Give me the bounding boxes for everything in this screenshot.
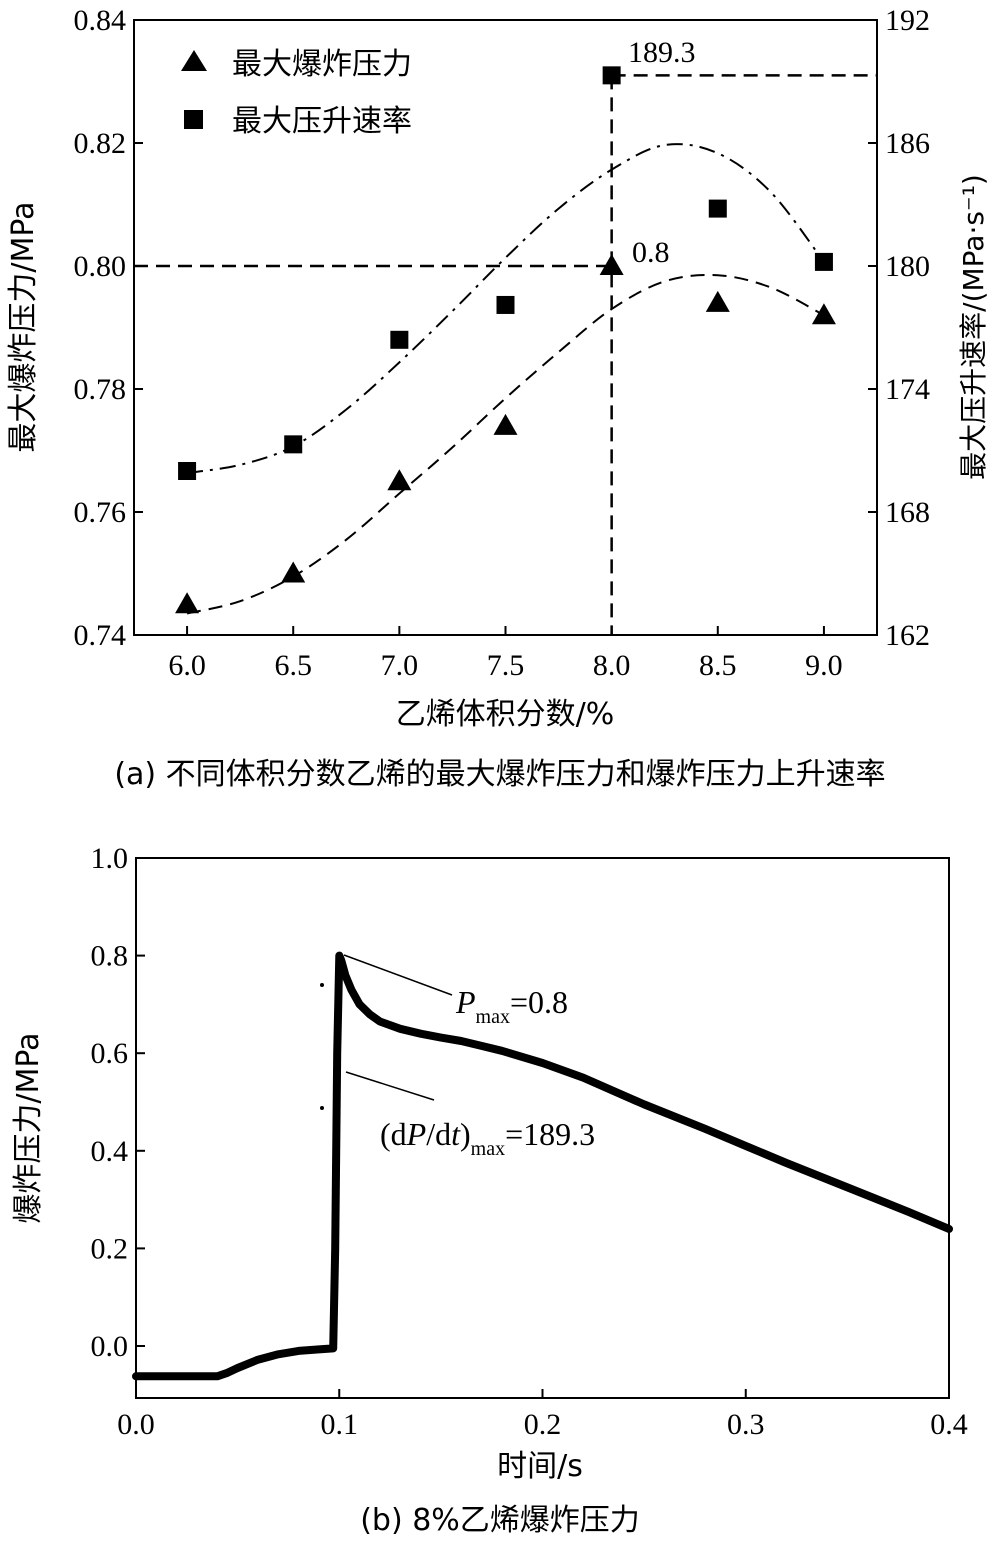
y-left-tick-label: 0.76 (74, 496, 127, 529)
x-tick-label: 8.0 (593, 649, 631, 682)
rate-point (178, 462, 197, 480)
pressure-point (599, 254, 624, 275)
chart-a-fit-curves (186, 143, 825, 615)
x-tick-label: 8.5 (699, 649, 737, 682)
y-tick-label: 0.4 (91, 1135, 129, 1168)
chart-a-caption: (a) 不同体积分数乙烯的最大爆炸压力和爆炸压力上升速率 (114, 757, 885, 792)
chart-b-caption: (b) 8%乙烯爆炸压力 (360, 1503, 640, 1538)
x-tick-label: 7.0 (381, 649, 419, 682)
rate-point (814, 252, 833, 271)
x-tick-label: 9.0 (805, 649, 843, 682)
x-tick-label: 6.0 (168, 649, 206, 682)
chart-a-ylabel-left: 最大爆炸压力/MPa (6, 201, 41, 452)
pressure-point (493, 413, 518, 435)
chart-a-xlabel: 乙烯体积分数/% (396, 697, 615, 732)
pressure-curve (132, 951, 953, 1381)
y-right-tick-label: 168 (885, 496, 930, 529)
chart-a-legend: 最大爆炸压力 最大压升速率 (181, 47, 412, 139)
legend-label-max-pressure: 最大爆炸压力 (232, 47, 412, 82)
pressure-point (175, 592, 200, 614)
x-tick-label: 0.1 (321, 1408, 359, 1441)
chart-a-reference-lines (134, 74, 877, 635)
pmax-annotation: Pmax=0.8 (455, 984, 568, 1028)
pressure-point (387, 469, 412, 491)
rate-point (708, 199, 727, 218)
chart-b-ylabel: 爆炸压力/MPa (11, 1032, 46, 1223)
chart-b-ticks: 0.0 0.1 0.2 0.3 0.4 0.0 0.2 0.4 0.6 0.8 1.0 (91, 842, 968, 1441)
y-right-tick-label: 174 (885, 373, 930, 406)
rate-point (390, 330, 409, 349)
y-right-tick-label: 186 (885, 127, 930, 160)
chart-a-ylabel-right: 最大压升速率/(MPa·s⁻¹) (957, 174, 990, 480)
chart-a: 6.0 6.5 7.0 7.5 8.0 8.5 9.0 0.74 0.76 0.78 0.80 0.8… (6, 4, 990, 792)
pressure-point (811, 303, 836, 325)
stray-dot (320, 1106, 324, 1110)
rate-leader-line (345, 1071, 435, 1101)
y-right-tick-label: 180 (885, 250, 930, 283)
legend-label-max-rate: 最大压升速率 (232, 104, 412, 139)
y-right-tick-label: 192 (885, 4, 930, 37)
x-tick-label: 0.0 (117, 1408, 155, 1441)
stray-dot (320, 983, 324, 987)
y-tick-label: 0.0 (91, 1330, 129, 1363)
chart-b-xlabel: 时间/s (497, 1449, 583, 1484)
pressure-point (705, 290, 730, 312)
y-left-tick-label: 0.80 (74, 250, 127, 283)
rate-annotation: (dP/dt)max=189.3 (380, 1116, 595, 1160)
legend-square-marker (184, 110, 203, 129)
chart-a-markers (175, 66, 836, 614)
x-tick-label: 0.2 (524, 1408, 562, 1441)
y-left-tick-label: 0.82 (74, 127, 127, 160)
rate-point (496, 295, 515, 314)
x-tick-label: 0.4 (930, 1408, 968, 1441)
chart-b: 0.0 0.1 0.2 0.3 0.4 0.0 0.2 0.4 0.6 0.8 1.0 Pmax=0… (11, 842, 968, 1538)
y-left-tick-label: 0.78 (74, 373, 127, 406)
x-tick-label: 0.3 (727, 1408, 765, 1441)
y-tick-label: 1.0 (91, 842, 129, 875)
pressure-fit-curve (186, 273, 825, 615)
y-right-tick-label: 162 (885, 619, 930, 652)
y-tick-label: 0.6 (91, 1037, 129, 1070)
x-tick-label: 6.5 (274, 649, 312, 682)
y-left-tick-label: 0.84 (74, 4, 127, 37)
y-tick-label: 0.2 (91, 1232, 129, 1265)
y-left-tick-label: 0.74 (74, 619, 127, 652)
y-tick-label: 0.8 (91, 940, 129, 973)
rate-point (602, 66, 621, 85)
rate-point (284, 435, 303, 454)
x-tick-label: 7.5 (487, 649, 525, 682)
annotation-0-8: 0.8 (632, 236, 670, 269)
legend-triangle-marker (181, 50, 207, 71)
pmax-leader-line (343, 954, 453, 996)
pressure-point (281, 561, 306, 583)
chart-a-ticks: 6.0 6.5 7.0 7.5 8.0 8.5 9.0 0.74 0.76 0.78 0.80 0.8… (74, 4, 931, 682)
annotation-189-3: 189.3 (628, 36, 696, 69)
